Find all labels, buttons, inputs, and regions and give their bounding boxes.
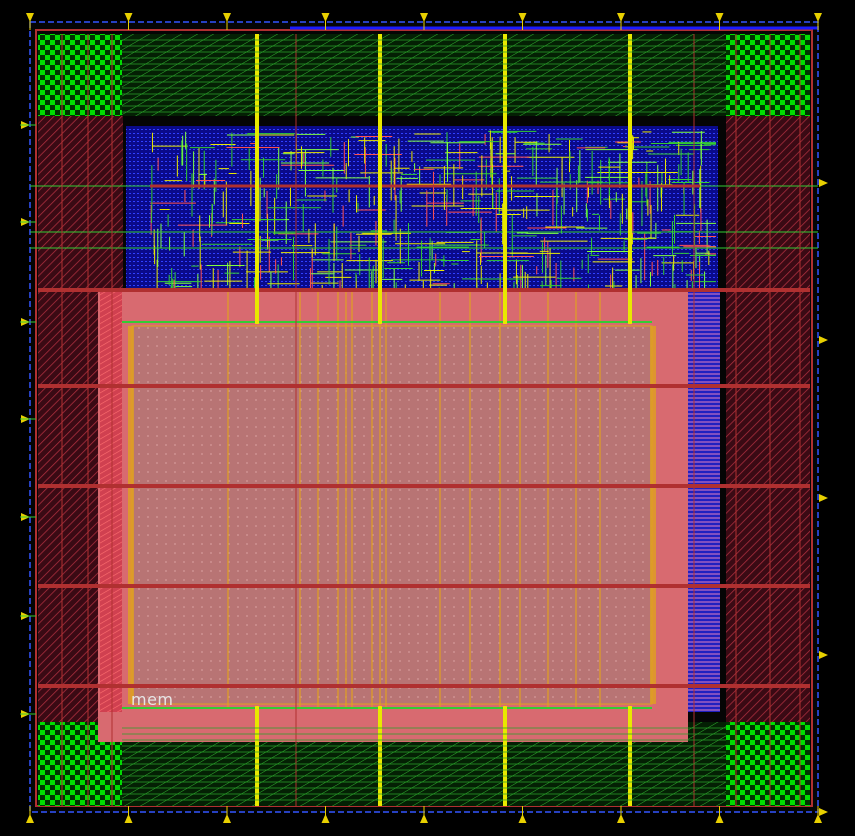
io-pin-marker [26,814,34,823]
io-pin-marker [819,808,828,816]
power-strap-vertical [378,706,382,806]
power-strap-vertical [628,706,632,806]
io-pin-marker [124,13,133,22]
io-pin-marker [814,814,822,823]
io-pin-markers [20,13,828,823]
macro-pin-edge-right [650,326,656,704]
vertical-power-straps [61,34,801,806]
power-strap-vertical [255,34,259,324]
horizontal-power-straps [38,288,810,709]
io-pin-marker [715,814,724,823]
io-pin-marker [715,13,724,22]
power-strap-vertical [503,706,507,806]
io-pin-marker [223,13,231,22]
ring-wires [122,26,818,801]
io-pin-marker [420,814,428,823]
macro-left-strip [100,292,122,712]
power-strap-horizontal [38,384,810,388]
io-pin-marker [26,13,34,22]
io-pin-marker [223,814,231,823]
io-pin-marker [518,13,527,22]
macro-orange-routes [227,290,601,708]
power-strap-horizontal [38,584,810,588]
io-pin-marker [518,814,527,823]
io-pin-marker [420,13,428,22]
corner-pad-top-right [726,34,810,116]
stdcell-routing [30,130,818,290]
corner-pad-top-left [38,34,122,116]
power-strap-vertical [628,34,632,324]
power-strap-horizontal [38,684,810,688]
power-strap-vertical [255,706,259,806]
corner-pad-bottom-right [726,722,810,806]
right-power-ring [726,116,810,722]
io-pin-marker [819,651,828,659]
io-pin-marker [819,494,828,502]
io-pin-marker [819,179,828,187]
power-strap-horizontal [38,484,810,488]
io-pin-marker [617,13,625,22]
io-pin-marker [814,13,822,22]
io-pin-marker [124,814,133,823]
power-strap-horizontal [38,288,810,292]
io-pin-marker [819,336,828,344]
io-pin-marker [321,814,330,823]
io-pin-marker [617,814,625,823]
macro-pin-edge-left [128,326,134,704]
memory-macro [131,325,653,705]
power-strap-vertical [378,34,382,324]
power-strap-vertical [503,34,507,324]
top-power-ring [122,34,727,116]
io-pin-marker [321,13,330,22]
